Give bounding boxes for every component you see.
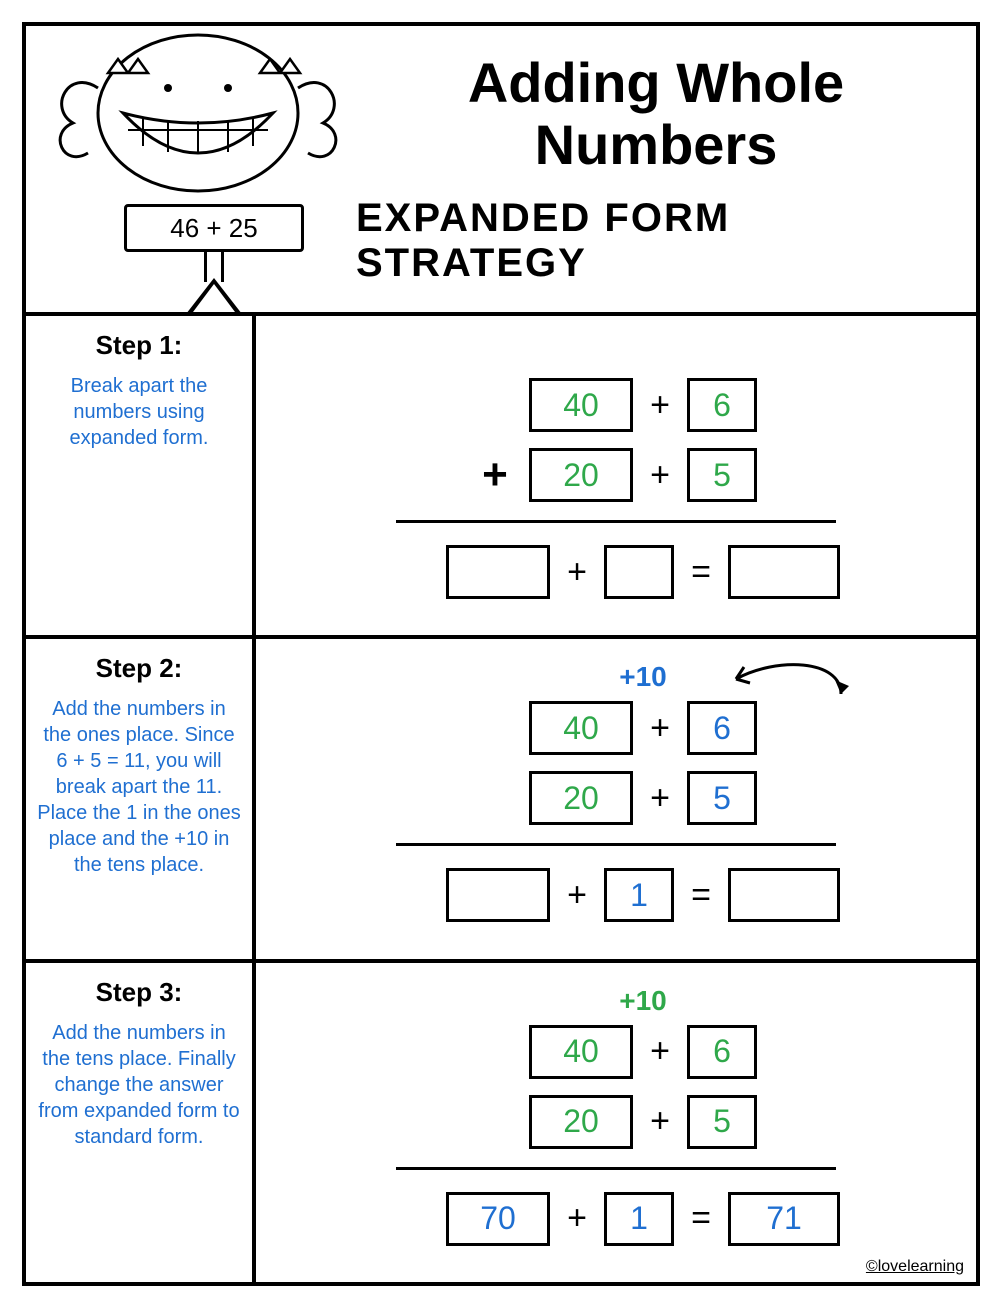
- equals-operator: =: [688, 876, 714, 915]
- carry-arrow-icon: [716, 649, 856, 699]
- sum-divider: [396, 520, 836, 523]
- addend-line: 20 +5: [475, 763, 757, 833]
- header-illustration: 46 + 25: [26, 26, 356, 312]
- answer-box: 71: [728, 1192, 840, 1246]
- result-ones-box: 1: [604, 1192, 674, 1246]
- result-line: +1 =: [392, 860, 840, 930]
- ones-box: 5: [687, 1095, 757, 1149]
- ones-box: 6: [687, 1025, 757, 1079]
- step-title: Step 1:: [36, 330, 242, 361]
- carry-label: +10: [591, 661, 695, 695]
- result-tens-box: [446, 545, 550, 599]
- girl-icon: [8, 18, 368, 318]
- step-description: Add the numbers in the tens place. Final…: [36, 1020, 242, 1150]
- plus-operator: +: [564, 876, 590, 915]
- sum-divider: [396, 1167, 836, 1170]
- tens-box: 20: [529, 771, 633, 825]
- result-ones-box: [604, 545, 674, 599]
- answer-box: [728, 868, 840, 922]
- credit-label: ©lovelearning: [866, 1258, 964, 1276]
- plus-operator: +: [647, 456, 673, 495]
- step-math: +10 40 +6 20 +5 +1 =: [256, 639, 976, 958]
- addend-line: 40 +6: [475, 370, 757, 440]
- equals-operator: =: [688, 1199, 714, 1238]
- sum-divider: [396, 843, 836, 846]
- result-ones-box: 1: [604, 868, 674, 922]
- ones-box: 5: [687, 771, 757, 825]
- plus-operator: +: [564, 1199, 590, 1238]
- worksheet-frame: 46 + 25 Adding Whole Numbers EXPANDED FO…: [22, 22, 980, 1286]
- addend-line: 40 +6: [475, 693, 757, 763]
- addend-line: +20 +5: [475, 440, 757, 510]
- step-row-2: Step 2: Add the numbers in the ones place…: [26, 639, 976, 962]
- step-math: +10 40 +6 20 +5 70 +1 = 71 ©lovelearning: [256, 963, 976, 1282]
- ones-box: 6: [687, 701, 757, 755]
- carry-label: [591, 338, 695, 372]
- page-title: Adding Whole Numbers: [356, 52, 956, 175]
- step-description: Break apart the numbers using expanded f…: [36, 373, 242, 451]
- addend-line: 20 +5: [475, 1087, 757, 1157]
- addend-line: 40 +6: [475, 1017, 757, 1087]
- step-description: Add the numbers in the ones place. Since…: [36, 696, 242, 878]
- plus-operator: +: [647, 1102, 673, 1141]
- ones-box: 5: [687, 448, 757, 502]
- result-tens-box: 70: [446, 1192, 550, 1246]
- ones-box: 6: [687, 378, 757, 432]
- step-left: Step 3: Add the numbers in the tens place…: [26, 963, 256, 1282]
- page-subtitle: EXPANDED FORM STRATEGY: [356, 196, 956, 286]
- result-line: +=: [392, 537, 840, 607]
- plus-operator: +: [475, 450, 515, 500]
- step-left: Step 1: Break apart the numbers using exp…: [26, 316, 256, 635]
- carry-label: +10: [591, 985, 695, 1019]
- tens-box: 20: [529, 448, 633, 502]
- tens-box: 40: [529, 701, 633, 755]
- sign-expression: 46 + 25: [124, 204, 304, 252]
- tens-box: 40: [529, 378, 633, 432]
- plus-operator: +: [647, 779, 673, 818]
- step-math: 40+6+20+5+=: [256, 316, 976, 635]
- step-left: Step 2: Add the numbers in the ones place…: [26, 639, 256, 958]
- step-row-1: Step 1: Break apart the numbers using exp…: [26, 316, 976, 639]
- plus-operator: +: [647, 386, 673, 425]
- step-row-3: Step 3: Add the numbers in the tens place…: [26, 963, 976, 1282]
- tens-box: 20: [529, 1095, 633, 1149]
- result-line: 70 +1 = 71: [392, 1184, 840, 1254]
- step-title: Step 2:: [36, 653, 242, 684]
- plus-operator: +: [647, 709, 673, 748]
- result-tens-box: [446, 868, 550, 922]
- header: 46 + 25 Adding Whole Numbers EXPANDED FO…: [26, 26, 976, 316]
- answer-box: [728, 545, 840, 599]
- plus-operator: +: [564, 553, 590, 592]
- equals-operator: =: [688, 553, 714, 592]
- tens-box: 40: [529, 1025, 633, 1079]
- step-title: Step 3:: [36, 977, 242, 1008]
- plus-operator: +: [647, 1032, 673, 1071]
